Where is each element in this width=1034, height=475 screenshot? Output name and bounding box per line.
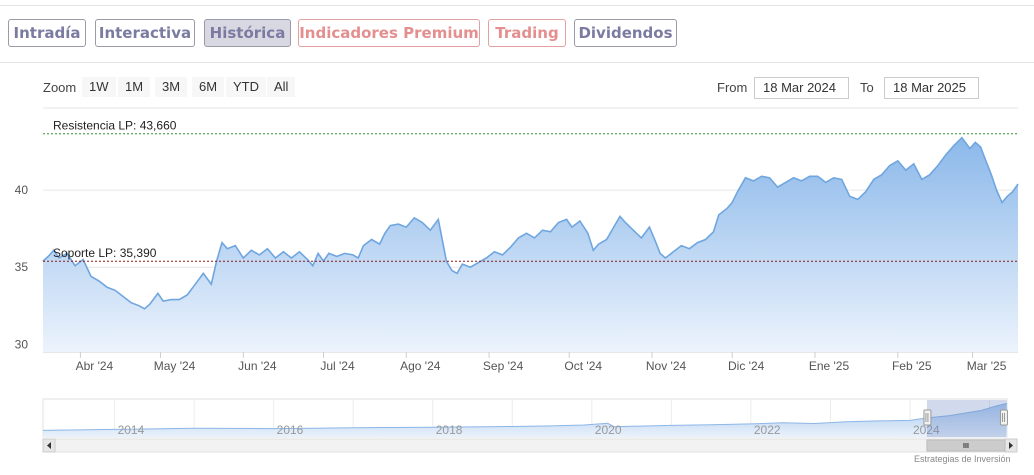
tab-indicadores-premium[interactable]: Indicadores Premium bbox=[298, 19, 480, 47]
navigator-year-label: 2022 bbox=[754, 423, 781, 437]
zoom-1w-button[interactable]: 1W bbox=[82, 77, 116, 97]
navigator-year-label: 2018 bbox=[436, 423, 463, 437]
zoom-1m-button[interactable]: 1M bbox=[118, 77, 151, 97]
navigator-line bbox=[42, 402, 1008, 431]
y-tick-label: 30 bbox=[15, 337, 29, 351]
x-tick-label: Abr '24 bbox=[76, 359, 114, 373]
support-resistance-lines: Resistencia LP: 43,660 Soporte LP: 35,390 bbox=[43, 119, 1018, 262]
x-tick-label: Ago '24 bbox=[400, 359, 441, 373]
y-tick-label: 35 bbox=[15, 260, 29, 274]
from-date-input[interactable]: 18 Mar 2024 bbox=[754, 77, 849, 99]
navigator-scrollbar[interactable] bbox=[42, 438, 1018, 453]
chevron-right-icon bbox=[1009, 442, 1013, 449]
to-date-input[interactable]: 18 Mar 2025 bbox=[884, 77, 979, 99]
zoom-ytd-button[interactable]: YTD bbox=[226, 77, 266, 97]
resistance-label: Resistencia LP: 43,660 bbox=[53, 119, 177, 133]
from-label: From bbox=[717, 80, 748, 95]
top-divider bbox=[0, 5, 1034, 6]
x-tick-label: Feb '25 bbox=[892, 359, 932, 373]
tab-dividendos[interactable]: Dividendos bbox=[574, 19, 677, 47]
tab-intradia[interactable]: Intradía bbox=[8, 19, 86, 47]
x-tick-label: Ene '25 bbox=[809, 359, 850, 373]
x-tick-label: Nov '24 bbox=[646, 359, 687, 373]
navigator-selection bbox=[926, 400, 1007, 437]
x-tick-label: Mar '25 bbox=[967, 359, 1007, 373]
tab-divider bbox=[0, 62, 1034, 63]
x-tick-label: May '24 bbox=[154, 359, 196, 373]
tab-historica[interactable]: Histórica bbox=[204, 19, 291, 47]
navigator-year-label: 2016 bbox=[277, 423, 304, 437]
x-tick-label: Dic '24 bbox=[728, 359, 765, 373]
x-axis: Abr '24 May '24 Jun '24 Jul '24 Ago '24 Sep '… bbox=[76, 352, 1007, 373]
x-tick-label: Oct '24 bbox=[564, 359, 602, 373]
y-axis: 30 35 40 bbox=[15, 183, 29, 351]
tab-trading[interactable]: Trading bbox=[488, 19, 566, 47]
x-tick-label: Sep '24 bbox=[483, 359, 524, 373]
navigator-year-label: 2020 bbox=[595, 423, 622, 437]
y-tick-label: 40 bbox=[15, 183, 29, 197]
price-line bbox=[42, 136, 1019, 310]
credits-text: Estrategias de Inversión bbox=[914, 454, 1011, 464]
to-label: To bbox=[860, 80, 874, 95]
price-area bbox=[43, 137, 1018, 352]
navigator-year-label: 2014 bbox=[118, 423, 145, 437]
x-tick-label: Jun '24 bbox=[238, 359, 277, 373]
navigator-year-label: 2024 bbox=[913, 423, 940, 437]
x-tick-label: Jul '24 bbox=[320, 359, 355, 373]
support-label: Soporte LP: 35,390 bbox=[53, 246, 157, 260]
chevron-left-icon bbox=[47, 442, 51, 449]
zoom-label: Zoom bbox=[43, 80, 77, 95]
zoom-all-button[interactable]: All bbox=[267, 77, 296, 97]
zoom-3m-button[interactable]: 3M bbox=[155, 77, 188, 97]
navigator[interactable]: 2014 2016 2018 2020 2022 2024 bbox=[42, 398, 1018, 453]
tab-interactiva[interactable]: Interactiva bbox=[95, 19, 195, 47]
zoom-6m-button[interactable]: 6M bbox=[192, 77, 225, 97]
